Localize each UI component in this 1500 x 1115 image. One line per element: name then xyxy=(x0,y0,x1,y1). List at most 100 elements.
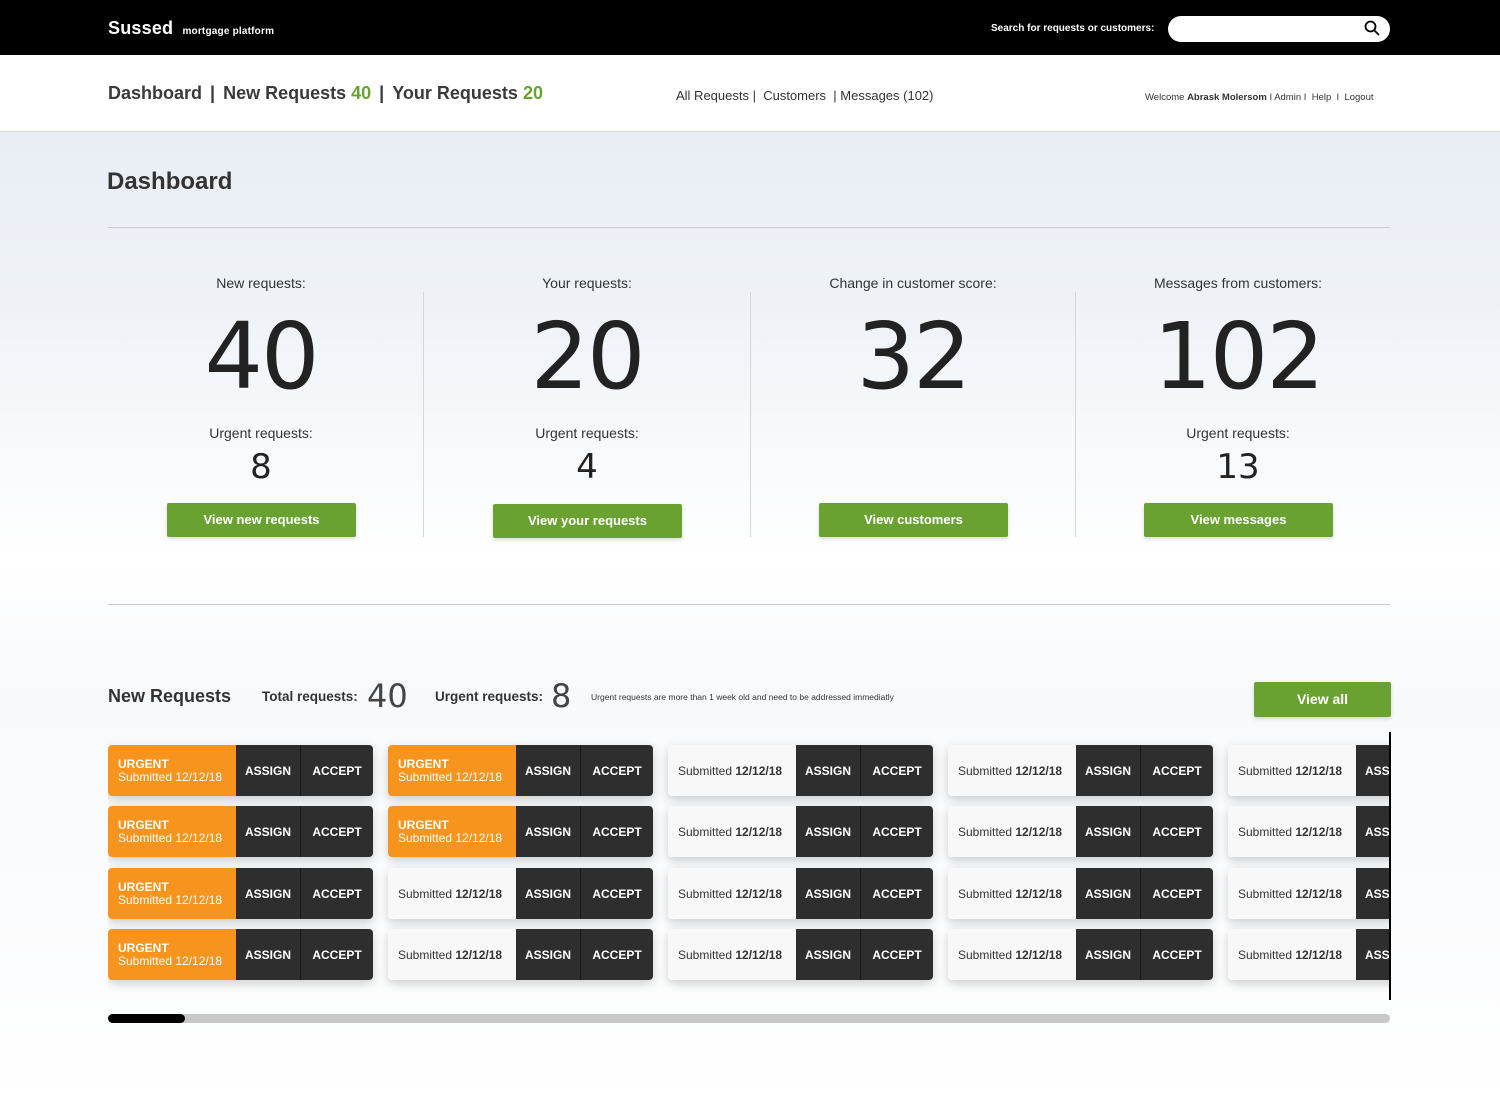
nav-separator: I xyxy=(1336,92,1340,103)
accept-button[interactable]: ACCEPT xyxy=(301,745,373,796)
request-card-info[interactable]: Submitted 12/12/18 xyxy=(1228,806,1356,857)
request-card-info[interactable]: URGENT Submitted 12/12/18 xyxy=(108,868,236,919)
assign-button[interactable]: ASSIGN xyxy=(796,868,861,919)
stat-new-requests: New requests: 40 Urgent requests: 8 xyxy=(98,275,424,487)
nav-separator: | xyxy=(210,83,216,103)
accept-button[interactable]: ACCEPT xyxy=(301,806,373,857)
request-card-info[interactable]: Submitted 12/12/18 xyxy=(668,806,796,857)
accept-button[interactable]: ACCEPT xyxy=(1141,868,1213,919)
nav-new-requests[interactable]: New Requests 40 xyxy=(223,83,371,103)
request-card: URGENT Submitted 12/12/18 ASSIGN ACCEPT xyxy=(108,868,373,919)
assign-button[interactable]: ASSIGN xyxy=(1356,868,1390,919)
assign-button[interactable]: ASSIGN xyxy=(236,929,301,980)
stat-label: Messages from customers: xyxy=(1153,275,1323,291)
assign-button[interactable]: ASSIGN xyxy=(796,806,861,857)
nav-all-requests[interactable]: All Requests | xyxy=(676,88,756,103)
request-card-info[interactable]: Submitted 12/12/18 xyxy=(388,929,516,980)
request-card-info[interactable]: Submitted 12/12/18 xyxy=(668,929,796,980)
stat-urgent-value: 8 xyxy=(250,447,272,487)
assign-button[interactable]: ASSIGN xyxy=(1076,929,1141,980)
request-card-info[interactable]: Submitted 12/12/18 xyxy=(948,868,1076,919)
submitted-prefix: Submitted xyxy=(118,953,173,968)
divider xyxy=(750,292,751,537)
submitted-text: Submitted 12/12/18 xyxy=(958,825,1066,839)
stat-urgent-label: Urgent requests: xyxy=(209,425,313,441)
horizontal-scrollbar[interactable] xyxy=(108,1014,1390,1023)
nav-logout[interactable]: Logout xyxy=(1344,92,1374,103)
nav-new-requests-label: New Requests xyxy=(223,83,347,103)
nav-messages[interactable]: | Messages (102) xyxy=(833,88,934,103)
submitted-date: 12/12/18 xyxy=(455,886,503,901)
assign-button[interactable]: ASSIGN xyxy=(1356,806,1390,857)
stat-value: 20 xyxy=(530,303,645,410)
view-messages-button[interactable]: View messages xyxy=(1144,503,1333,537)
accept-button[interactable]: ACCEPT xyxy=(861,806,933,857)
nav-your-requests[interactable]: Your Requests 20 xyxy=(392,83,543,103)
accept-button[interactable]: ACCEPT xyxy=(581,929,653,980)
assign-button[interactable]: ASSIGN xyxy=(1356,745,1390,796)
request-card-info[interactable]: URGENT Submitted 12/12/18 xyxy=(388,745,516,796)
view-all-button[interactable]: View all xyxy=(1254,682,1391,717)
accept-button[interactable]: ACCEPT xyxy=(581,745,653,796)
nav-admin[interactable]: I Admin I xyxy=(1269,92,1307,103)
assign-button[interactable]: ASSIGN xyxy=(516,745,581,796)
request-card-info[interactable]: URGENT Submitted 12/12/18 xyxy=(108,806,236,857)
assign-button[interactable]: ASSIGN xyxy=(796,745,861,796)
assign-button[interactable]: ASSIGN xyxy=(516,929,581,980)
request-card-info[interactable]: Submitted 12/12/18 xyxy=(948,929,1076,980)
brand-logo[interactable]: Sussed mortgage platform xyxy=(108,18,274,39)
scrollbar-thumb[interactable] xyxy=(108,1014,185,1023)
assign-button[interactable]: ASSIGN xyxy=(516,806,581,857)
accept-button[interactable]: ACCEPT xyxy=(301,929,373,980)
request-card: URGENT Submitted 12/12/18 ASSIGN ACCEPT xyxy=(388,745,653,796)
view-customers-button[interactable]: View customers xyxy=(819,503,1008,537)
request-card-info[interactable]: URGENT Submitted 12/12/18 xyxy=(388,806,516,857)
request-card-info[interactable]: Submitted 12/12/18 xyxy=(1228,868,1356,919)
assign-button[interactable]: ASSIGN xyxy=(1356,929,1390,980)
accept-button[interactable]: ACCEPT xyxy=(861,868,933,919)
request-card: URGENT Submitted 12/12/18 ASSIGN ACCEPT xyxy=(108,929,373,980)
accept-button[interactable]: ACCEPT xyxy=(861,929,933,980)
accept-button[interactable]: ACCEPT xyxy=(1141,806,1213,857)
accept-button[interactable]: ACCEPT xyxy=(301,868,373,919)
accept-button[interactable]: ACCEPT xyxy=(1141,929,1213,980)
request-card-info[interactable]: Submitted 12/12/18 xyxy=(668,868,796,919)
search-input[interactable] xyxy=(1168,16,1390,42)
nav-customers[interactable]: Customers xyxy=(763,88,827,103)
assign-button[interactable]: ASSIGN xyxy=(1076,745,1141,796)
stat-urgent-label: Urgent requests: xyxy=(535,425,639,441)
assign-button[interactable]: ASSIGN xyxy=(796,929,861,980)
search-icon[interactable] xyxy=(1364,20,1380,36)
accept-button[interactable]: ACCEPT xyxy=(581,868,653,919)
request-card-info[interactable]: Submitted 12/12/18 xyxy=(948,806,1076,857)
assign-button[interactable]: ASSIGN xyxy=(236,868,301,919)
nav-new-requests-count: 40 xyxy=(351,83,372,103)
view-your-requests-button[interactable]: View your requests xyxy=(493,504,682,538)
assign-button[interactable]: ASSIGN xyxy=(1076,806,1141,857)
request-card-info[interactable]: Submitted 12/12/18 xyxy=(668,745,796,796)
nav-help[interactable]: Help xyxy=(1311,92,1332,103)
accept-button[interactable]: ACCEPT xyxy=(861,745,933,796)
accept-button[interactable]: ACCEPT xyxy=(1141,745,1213,796)
nav-your-requests-label: Your Requests xyxy=(392,83,518,103)
request-card-info[interactable]: Submitted 12/12/18 xyxy=(1228,745,1356,796)
submitted-text: Submitted 12/12/18 xyxy=(398,831,506,845)
assign-button[interactable]: ASSIGN xyxy=(1076,868,1141,919)
assign-button[interactable]: ASSIGN xyxy=(236,806,301,857)
request-card-info[interactable]: URGENT Submitted 12/12/18 xyxy=(108,929,236,980)
request-card-info[interactable]: Submitted 12/12/18 xyxy=(948,745,1076,796)
request-card-info[interactable]: Submitted 12/12/18 xyxy=(1228,929,1356,980)
submitted-text: Submitted 12/12/18 xyxy=(678,948,786,962)
assign-button[interactable]: ASSIGN xyxy=(236,745,301,796)
assign-button[interactable]: ASSIGN xyxy=(516,868,581,919)
request-card-info[interactable]: URGENT Submitted 12/12/18 xyxy=(108,745,236,796)
accept-button[interactable]: ACCEPT xyxy=(581,806,653,857)
view-new-requests-button[interactable]: View new requests xyxy=(167,503,356,537)
submitted-date: 12/12/18 xyxy=(175,830,223,845)
request-card-info[interactable]: Submitted 12/12/18 xyxy=(388,868,516,919)
nav-dashboard[interactable]: Dashboard xyxy=(108,83,203,103)
